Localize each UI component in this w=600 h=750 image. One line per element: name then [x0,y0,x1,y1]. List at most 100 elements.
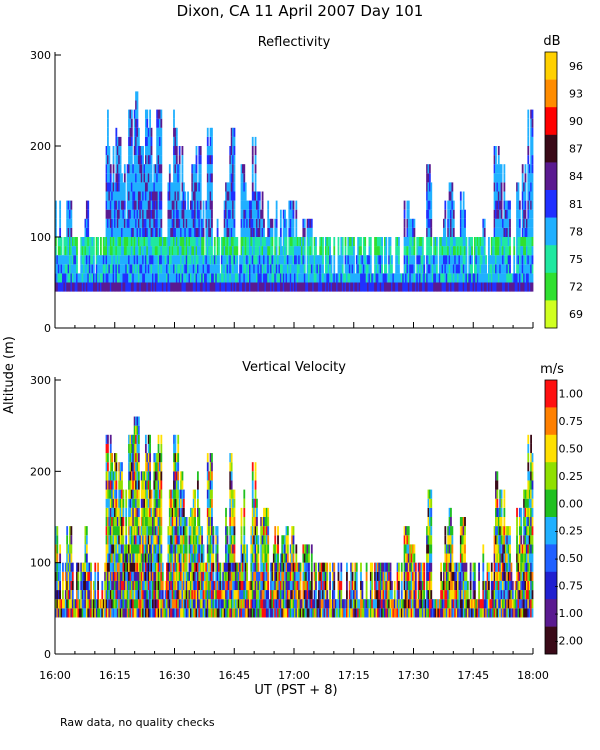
heatmap-cell [119,146,122,156]
heatmap-cell [240,599,243,609]
heatmap-cell [256,273,258,283]
heatmap-cell [111,498,114,508]
heatmap-cell [166,590,168,600]
heatmap-cell [168,164,171,174]
heatmap-cell [230,155,233,165]
heatmap-cell [241,608,244,618]
heatmap-cell [189,200,192,210]
heatmap-cell [358,237,361,247]
heatmap-cell [130,109,133,119]
heatmap-cell [156,526,159,536]
heatmap-cell [175,182,178,192]
heatmap-cell [201,608,204,618]
heatmap-cell [66,227,69,237]
heatmap-cell [104,590,107,600]
heatmap-cell [247,608,250,618]
heatmap-cell [292,237,295,247]
heatmap-cell [378,273,381,283]
heatmap-cell [208,282,211,292]
heatmap-cell [518,282,521,292]
heatmap-cell [412,273,414,283]
heatmap-cell [128,127,130,137]
heatmap-cell [251,246,254,256]
heatmap-cell [194,282,196,292]
heatmap-cell [396,255,399,265]
heatmap-cell [254,471,257,481]
heatmap-cell [70,282,73,292]
heatmap-cell [204,282,206,292]
heatmap-cell [528,237,531,247]
heatmap-cell [152,608,154,618]
heatmap-cell [59,264,62,274]
heatmap-cell [107,155,109,165]
heatmap-cell [160,434,163,444]
heatmap-cell [489,282,492,292]
heatmap-cell [107,535,109,545]
heatmap-cell [174,218,177,228]
heatmap-cell [320,237,323,247]
heatmap-cell [452,264,455,274]
heatmap-cell [174,164,177,174]
heatmap-cell [503,182,506,192]
heatmap-cell [132,489,135,499]
heatmap-cell [407,255,410,265]
heatmap-cell [168,526,171,536]
heatmap-cell [175,255,178,265]
heatmap-cell [74,282,77,292]
heatmap-cell [274,227,277,237]
heatmap-cell [291,209,293,219]
heatmap-cell [156,118,159,128]
heatmap-cell [233,553,236,563]
heatmap-cell [159,209,161,219]
heatmap-cell [473,273,476,283]
heatmap-cell [161,599,164,609]
heatmap-cell [194,237,196,247]
heatmap-cell [479,246,482,256]
heatmap-cell [175,136,178,146]
heatmap-cell [132,462,135,472]
heatmap-cell [92,255,95,265]
heatmap-cell [194,544,196,554]
heatmap-cell [452,209,455,219]
heatmap-cell [272,590,275,600]
heatmap-cell [70,553,73,563]
heatmap-cell [101,255,104,265]
heatmap-cell [67,264,70,274]
heatmap-cell [480,255,483,265]
heatmap-cell [130,282,133,292]
heatmap-cell [222,237,225,247]
heatmap-cell [156,191,159,201]
heatmap-cell [215,553,218,563]
heatmap-cell [159,173,161,183]
heatmap-cell [105,489,108,499]
heatmap-cell [249,200,251,210]
heatmap-cell [166,562,168,572]
heatmap-cell [208,517,211,527]
heatmap-cell [254,517,257,527]
heatmap-cell [288,571,291,581]
heatmap-cell [362,255,365,265]
heatmap-cell [181,553,184,563]
heatmap-cell [227,580,230,591]
heatmap-cell [504,264,507,274]
heatmap-cell [154,608,157,618]
heatmap-cell [278,273,281,283]
heatmap-cell [130,136,133,146]
heatmap-cell [160,200,163,210]
heatmap-cell [107,209,109,219]
heatmap-cell [251,535,254,545]
heatmap-cell [167,544,170,554]
heatmap-cell [195,562,198,572]
heatmap-cell [168,227,171,237]
heatmap-cell [208,507,211,517]
heatmap-cell [430,218,433,228]
heatmap-cell [115,489,118,499]
heatmap-cell [146,480,149,490]
heatmap-cell [201,580,204,591]
heatmap-cell [347,237,350,247]
heatmap-cell [153,173,156,183]
heatmap-cell [107,453,109,463]
heatmap-cell [211,471,213,481]
heatmap-cell [159,146,161,156]
heatmap-cell [437,273,440,283]
